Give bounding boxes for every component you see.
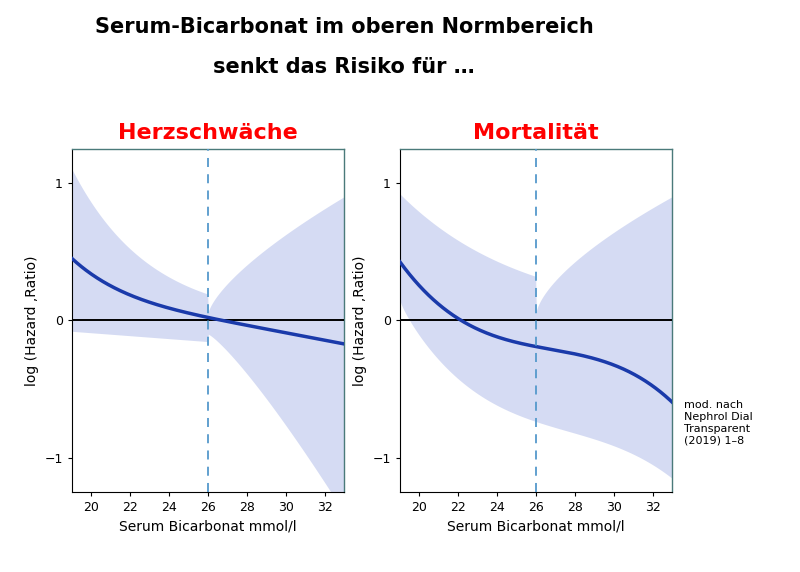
Text: Mortalität: Mortalität — [473, 123, 599, 143]
X-axis label: Serum Bicarbonat mmol/l: Serum Bicarbonat mmol/l — [447, 519, 625, 534]
Text: senkt das Risiko für …: senkt das Risiko für … — [213, 57, 475, 77]
Y-axis label: log (Hazard ,Ratio): log (Hazard ,Ratio) — [25, 255, 39, 386]
Text: Serum-Bicarbonat im oberen Normbereich: Serum-Bicarbonat im oberen Normbereich — [94, 17, 594, 37]
Y-axis label: log (Hazard ,Ratio): log (Hazard ,Ratio) — [353, 255, 367, 386]
Text: mod. nach
Nephrol Dial
Transparent
(2019) 1–8: mod. nach Nephrol Dial Transparent (2019… — [684, 400, 753, 445]
Text: Herzschwäche: Herzschwäche — [118, 123, 298, 143]
X-axis label: Serum Bicarbonat mmol/l: Serum Bicarbonat mmol/l — [119, 519, 297, 534]
